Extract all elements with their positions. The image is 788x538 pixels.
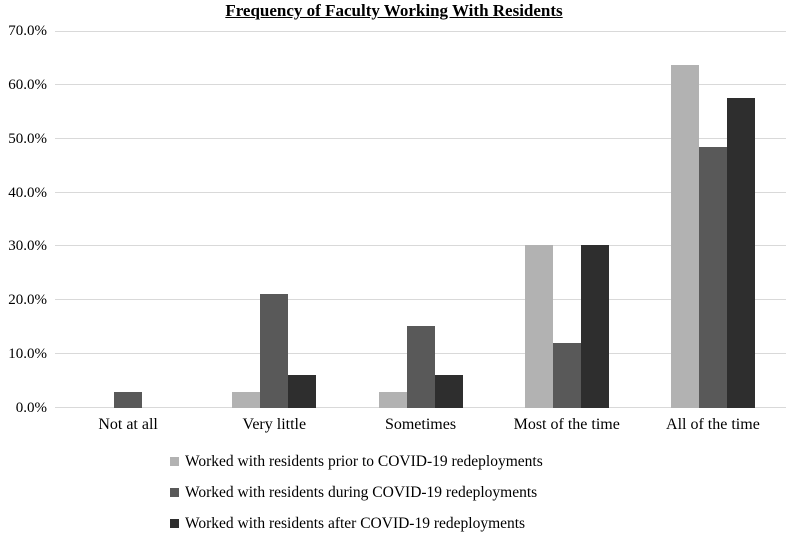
chart-title: Frequency of Faculty Working With Reside… bbox=[225, 1, 563, 20]
legend-label: Worked with residents after COVID-19 red… bbox=[185, 514, 526, 532]
bar-groups bbox=[55, 31, 786, 408]
y-axis-labels: 0.0% 10.0% 20.0% 30.0% 40.0% 50.0% 60.0% 70.0% bbox=[0, 23, 47, 416]
y-axis-label: 20.0% bbox=[8, 292, 47, 308]
bar bbox=[434, 375, 463, 408]
legend-swatch-icon bbox=[170, 488, 179, 497]
legend-label: Worked with residents prior to COVID-19 … bbox=[185, 452, 543, 470]
bar bbox=[552, 343, 581, 408]
y-axis-label: 10.0% bbox=[8, 346, 47, 362]
bar-group bbox=[494, 31, 640, 408]
bar bbox=[260, 294, 289, 408]
y-axis-label: 30.0% bbox=[8, 238, 47, 254]
x-axis-label: All of the time bbox=[666, 416, 760, 433]
legend: Worked with residents prior to COVID-19 … bbox=[170, 446, 543, 538]
gridline bbox=[55, 31, 786, 32]
gridline bbox=[55, 299, 786, 300]
y-axis-label: 0.0% bbox=[15, 400, 47, 416]
bar bbox=[406, 326, 435, 408]
y-axis-label: 70.0% bbox=[8, 23, 47, 39]
y-axis-label: 50.0% bbox=[8, 131, 47, 147]
bar-group bbox=[640, 31, 786, 408]
legend-swatch-icon bbox=[170, 457, 179, 466]
legend-item: Worked with residents during COVID-19 re… bbox=[170, 477, 543, 508]
bar bbox=[288, 375, 317, 408]
legend-item: Worked with residents after COVID-19 red… bbox=[170, 508, 543, 538]
bar bbox=[232, 392, 261, 408]
bar bbox=[580, 245, 609, 408]
gridline bbox=[55, 245, 786, 246]
x-axis-labels: Not at all Very little Sometimes Most of th… bbox=[55, 416, 786, 434]
bar-group bbox=[347, 31, 493, 408]
x-axis-label: Most of the time bbox=[513, 416, 620, 433]
bar-group bbox=[55, 31, 201, 408]
bar bbox=[726, 98, 755, 408]
bar bbox=[670, 65, 699, 408]
x-axis-label: Sometimes bbox=[384, 416, 457, 433]
plot-area bbox=[55, 31, 786, 408]
legend-swatch-icon bbox=[170, 519, 179, 528]
bar bbox=[114, 392, 143, 408]
y-axis-label: 40.0% bbox=[8, 185, 47, 201]
bar bbox=[698, 147, 727, 408]
legend-item: Worked with residents prior to COVID-19 … bbox=[170, 446, 543, 477]
legend-label: Worked with residents during COVID-19 re… bbox=[185, 483, 538, 501]
bar bbox=[524, 245, 553, 408]
x-axis-label: Not at all bbox=[98, 416, 158, 433]
bar-group bbox=[201, 31, 347, 408]
y-axis-label: 60.0% bbox=[8, 77, 47, 93]
gridline bbox=[55, 192, 786, 193]
gridline bbox=[55, 84, 786, 85]
bar bbox=[378, 392, 407, 408]
x-axis-label: Very little bbox=[242, 416, 307, 433]
gridline bbox=[55, 138, 786, 139]
